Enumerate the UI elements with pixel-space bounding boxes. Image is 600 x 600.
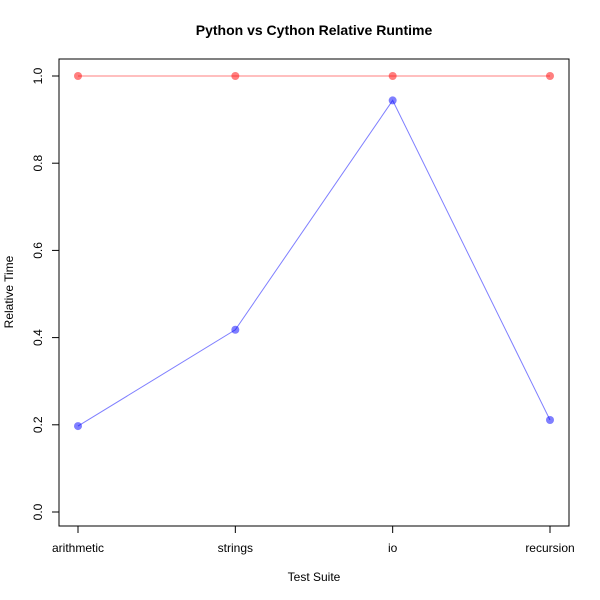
series-0 — [74, 72, 554, 80]
series-line — [77, 99, 551, 427]
y-axis-label: Relative Time — [2, 255, 16, 328]
y-tick-label: 0.6 — [31, 242, 45, 259]
y-tick-label: 0.2 — [31, 416, 45, 433]
data-point — [388, 96, 397, 105]
chart-title: Python vs Cython Relative Runtime — [196, 22, 433, 38]
data-point — [74, 72, 82, 80]
data-point — [546, 72, 554, 80]
data-point — [388, 72, 397, 80]
x-tick-label: io — [388, 541, 398, 555]
x-tick-label: recursion — [525, 541, 574, 555]
series-1 — [74, 96, 554, 431]
series-layer — [74, 72, 554, 431]
plot-frame — [58, 58, 570, 527]
y-tick-label: 0.8 — [31, 155, 45, 172]
data-point — [231, 72, 240, 80]
data-point — [74, 422, 82, 431]
x-tick-label: arithmetic — [52, 541, 104, 555]
data-point — [231, 325, 240, 334]
x-tick-label: strings — [218, 541, 253, 555]
x-axis: arithmetic strings io recursion — [52, 526, 575, 555]
x-axis-label: Test Suite — [288, 570, 341, 584]
y-tick-label: 0.0 — [31, 503, 45, 520]
y-axis: 0.0 0.2 0.4 0.6 0.8 1.0 — [31, 67, 59, 520]
y-tick-label: 1.0 — [31, 67, 45, 84]
data-point — [546, 416, 554, 425]
y-tick-label: 0.4 — [31, 329, 45, 346]
